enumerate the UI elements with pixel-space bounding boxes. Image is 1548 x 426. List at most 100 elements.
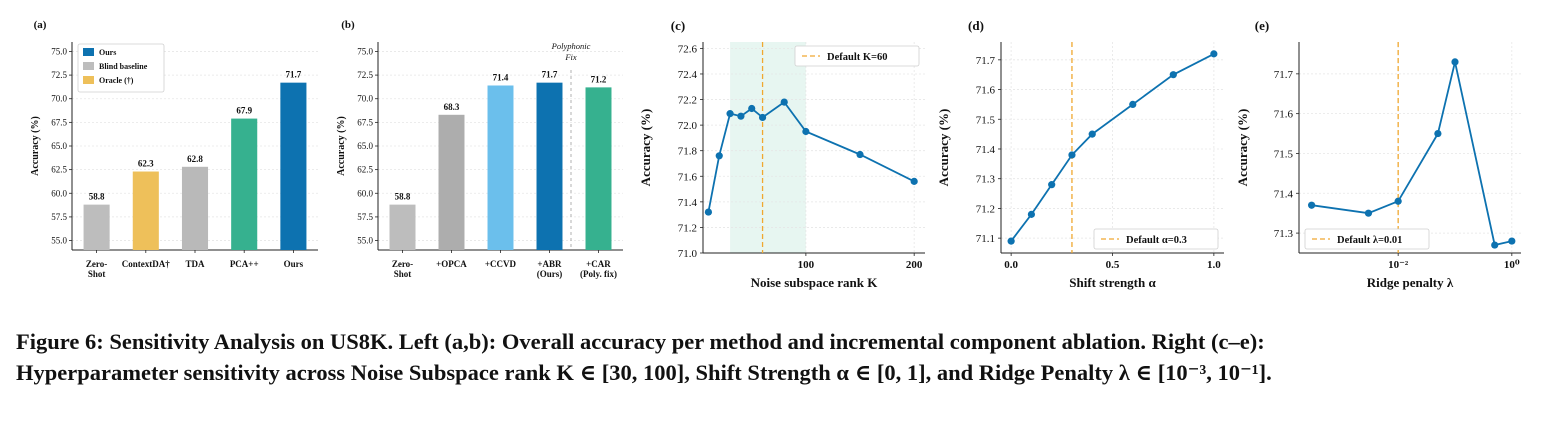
x-tick-label: Zero- (392, 259, 413, 269)
data-point (780, 98, 788, 106)
y-axis-label: Accuracy (%) (336, 116, 347, 176)
data-point (1491, 241, 1499, 249)
data-point (856, 150, 864, 159)
panel-b: 55.0 57.5 60.0 62.5 65.0 67.5 70.0 72.5 75.0 58.8… (336, 19, 623, 279)
y-tick-label: 55.0 (51, 236, 67, 246)
y-tick-label: 71.2 (678, 222, 697, 234)
y-tick-label: 71.7 (976, 55, 996, 67)
x-tick-label: (Ours) (537, 269, 563, 279)
data-point (1007, 237, 1015, 245)
panel-label: (b) (341, 19, 355, 31)
y-tick-label: 71.3 (1274, 228, 1294, 240)
legend-label: Oracle (†) (99, 76, 134, 85)
data-point (748, 104, 756, 113)
y-tick-label: 71.0 (678, 248, 698, 260)
data-point (715, 152, 723, 160)
x-tick-label: 10⁰ (1504, 259, 1520, 271)
x-axis-label: Ridge penalty λ (1367, 275, 1454, 290)
x-tick-label: 0.5 (1106, 259, 1120, 271)
legend-box (1304, 228, 1430, 250)
bar-data-label: 71.7 (286, 70, 302, 80)
data-point (1169, 71, 1177, 79)
y-tick-label: 57.5 (51, 212, 67, 222)
bar-data-label: 71.4 (493, 72, 509, 82)
y-tick-label: 72.0 (678, 120, 698, 132)
panel-d: 71.1 71.2 71.3 71.4 71.5 71.6 71.7 0.0 0.5 1.0 Def… (936, 18, 1224, 290)
legend-label: Default K=60 (827, 52, 888, 63)
data-point (726, 110, 734, 118)
data-point (1129, 100, 1137, 109)
bar-data-label: 71.7 (542, 70, 558, 80)
y-tick-label: 67.5 (51, 117, 67, 127)
figure-caption: Figure 6: Sensitivity Analysis on US8K. … (16, 326, 1536, 388)
panel-label: (a) (34, 19, 47, 31)
x-tick-label: +ABR (537, 259, 562, 269)
bar (132, 171, 159, 250)
legend-swatch (83, 62, 94, 70)
y-tick-label: 67.5 (357, 117, 373, 127)
y-tick-label: 75.0 (357, 46, 373, 56)
y-tick-label: 75.0 (51, 46, 67, 56)
bar-data-label: 58.8 (89, 192, 105, 202)
data-point (910, 177, 918, 185)
x-tick-label: +CCVD (485, 259, 517, 269)
bar-data-label: 68.3 (444, 102, 460, 112)
y-tick-label: 57.5 (357, 212, 373, 222)
y-tick-label: 70.0 (357, 94, 373, 104)
bar (231, 118, 258, 250)
data-point (1394, 197, 1402, 205)
bar (389, 204, 416, 250)
x-tick-label: +CAR (586, 259, 611, 269)
legend-box (77, 43, 165, 93)
data-point (1364, 209, 1373, 217)
shaded-range (730, 42, 806, 253)
legend-box (794, 45, 920, 67)
panel-a: 55.0 57.5 60.0 62.5 65.0 67.5 70.0 72.5 75.0 58.8… (30, 19, 318, 279)
bar-data-label: 62.8 (187, 154, 203, 164)
x-tick-label: 10⁻² (1388, 259, 1409, 271)
data-point (758, 113, 767, 122)
y-tick-label: 55.0 (357, 236, 373, 246)
bar-data-label: 67.9 (236, 106, 252, 116)
y-tick-label: 71.1 (976, 233, 995, 245)
y-tick-label: 60.0 (357, 188, 373, 198)
x-tick-label: Shot (88, 269, 106, 279)
y-tick-label: 71.6 (1274, 109, 1294, 121)
bar (536, 82, 563, 251)
y-tick-label: 71.7 (1274, 69, 1294, 81)
data-point (1048, 181, 1056, 189)
y-tick-label: 71.6 (976, 85, 996, 97)
y-tick-label: 71.5 (1274, 148, 1294, 160)
panel-e: 71.3 71.4 71.5 71.6 71.7 10⁻² 10⁰ Default λ=0.0… (1235, 18, 1521, 290)
legend-label: Ours (99, 48, 116, 57)
y-tick-label: 72.6 (678, 43, 698, 55)
x-axis-label: Shift strength α (1069, 275, 1156, 290)
annotation-text: Polyphonic (551, 41, 591, 51)
y-tick-label: 65.0 (357, 141, 373, 151)
y-tick-label: 62.5 (357, 165, 373, 175)
x-tick-label: 0.0 (1004, 259, 1018, 271)
y-tick-label: 71.4 (1274, 188, 1294, 200)
x-tick-label: 100 (798, 259, 815, 271)
x-tick-label: +OPCA (436, 259, 467, 269)
legend-label: Default λ=0.01 (1337, 235, 1402, 246)
y-tick-label: 71.4 (976, 144, 996, 156)
y-tick-label: 71.4 (678, 197, 698, 209)
y-tick-label: 72.5 (51, 70, 67, 80)
y-tick-label: 65.0 (51, 141, 67, 151)
y-tick-label: 71.2 (976, 203, 995, 215)
y-tick-label: 72.2 (678, 95, 697, 107)
legend-swatch (83, 48, 94, 56)
x-axis-label: Noise subspace rank K (751, 275, 879, 290)
y-tick-label: 60.0 (51, 188, 67, 198)
caption-line-2: Hyperparameter sensitivity across Noise … (16, 360, 1272, 385)
y-tick-label: 70.0 (51, 94, 67, 104)
x-tick-label: Shot (394, 269, 412, 279)
data-point (802, 127, 810, 136)
data-point (1308, 201, 1316, 209)
bar-data-label: 62.3 (138, 159, 154, 169)
y-tick-label: 71.6 (678, 171, 698, 183)
x-tick-label: 200 (906, 259, 923, 271)
x-tick-label: (Poly. fix) (580, 269, 617, 279)
bar-data-label: 71.2 (591, 74, 607, 84)
